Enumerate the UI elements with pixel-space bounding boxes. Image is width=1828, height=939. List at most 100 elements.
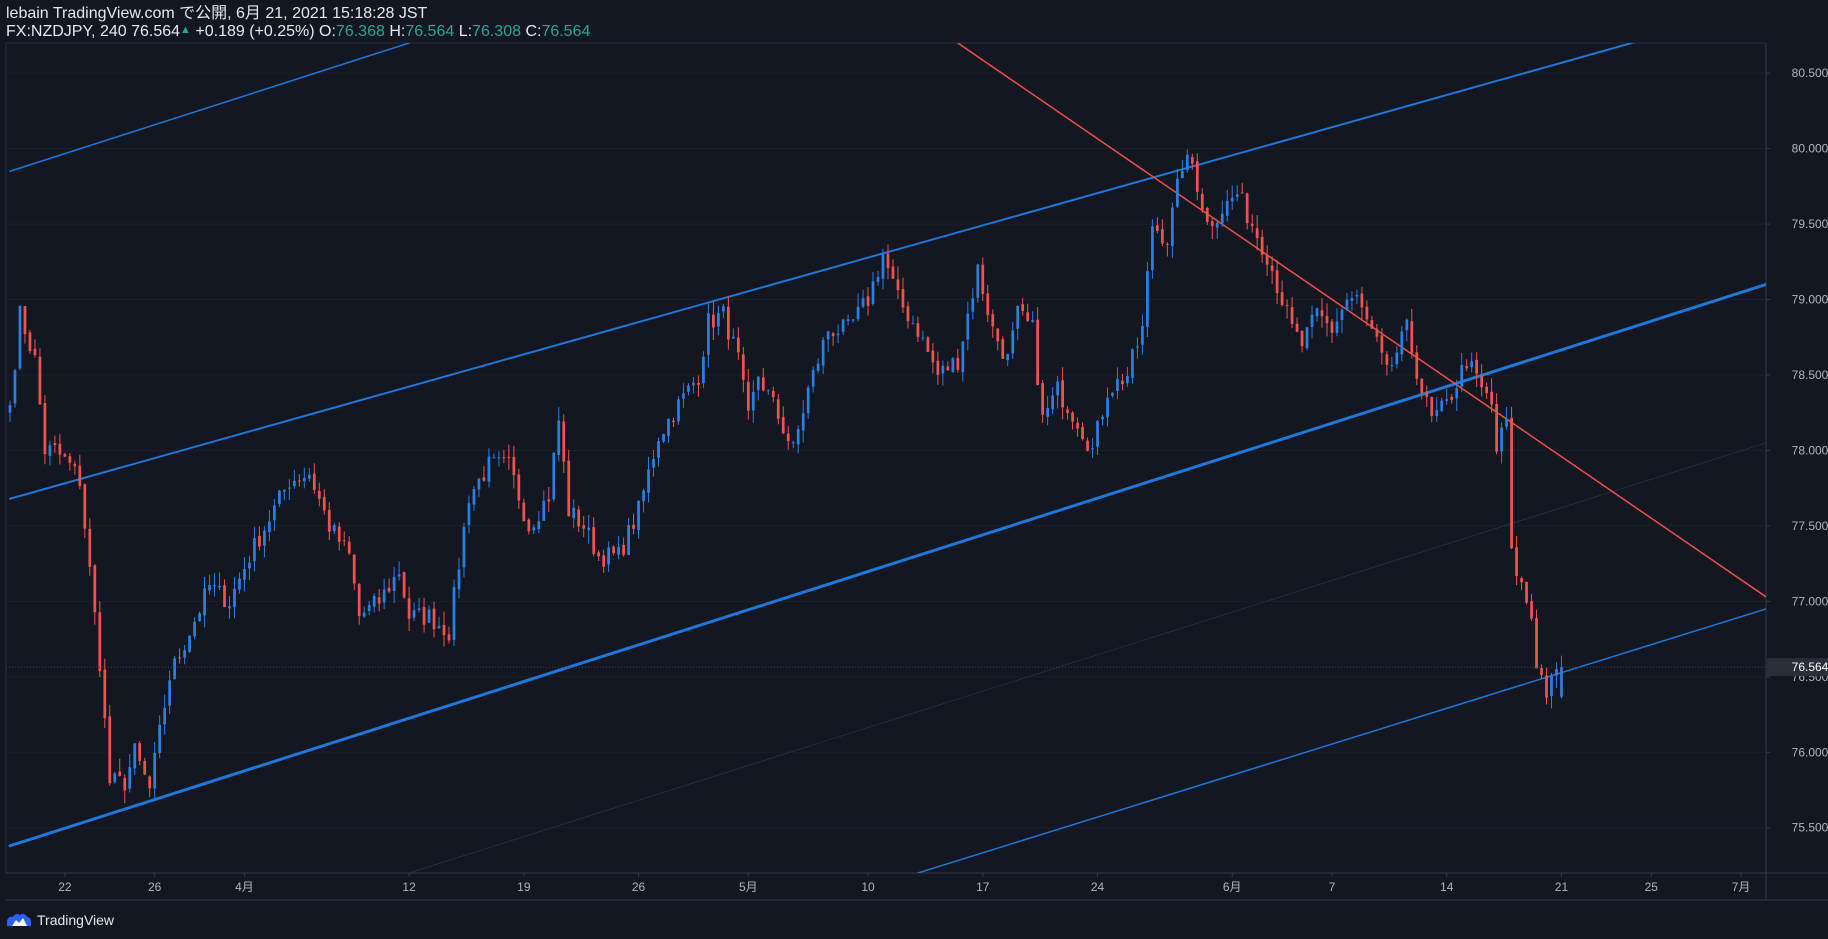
candle[interactable] [307, 474, 311, 479]
candle[interactable] [667, 418, 670, 436]
candle[interactable] [53, 443, 57, 446]
candle[interactable] [462, 526, 466, 568]
candle[interactable] [33, 348, 37, 356]
candle[interactable] [1460, 364, 1464, 387]
candle[interactable] [322, 496, 326, 511]
candle[interactable] [123, 777, 127, 791]
candle[interactable] [976, 264, 980, 298]
candle[interactable] [23, 306, 27, 335]
candle[interactable] [397, 574, 401, 577]
candle[interactable] [692, 382, 695, 386]
candle[interactable] [532, 527, 536, 531]
candle[interactable] [916, 323, 920, 337]
candle[interactable] [682, 393, 685, 399]
candle[interactable] [507, 456, 511, 458]
candle[interactable] [951, 358, 955, 373]
candle[interactable] [1480, 375, 1484, 388]
candle[interactable] [377, 597, 381, 604]
candle[interactable] [886, 253, 890, 269]
candle[interactable] [1285, 304, 1289, 306]
candle[interactable] [198, 613, 201, 622]
candle[interactable] [492, 457, 496, 459]
candle[interactable] [342, 540, 346, 542]
candle[interactable] [1360, 293, 1364, 308]
candle[interactable] [1560, 667, 1563, 697]
candle[interactable] [1520, 578, 1523, 583]
candle[interactable] [931, 350, 935, 363]
candle[interactable] [896, 279, 900, 291]
candle[interactable] [1071, 412, 1074, 422]
candle[interactable] [746, 381, 750, 411]
candle[interactable] [83, 484, 87, 529]
candle[interactable] [1270, 265, 1274, 272]
candle[interactable] [482, 477, 486, 481]
candle[interactable] [961, 341, 965, 373]
candle[interactable] [946, 366, 950, 371]
candle[interactable] [1365, 306, 1369, 320]
candle[interactable] [527, 519, 531, 532]
candle[interactable] [871, 281, 875, 304]
candle[interactable] [367, 604, 371, 612]
candle[interactable] [1190, 156, 1194, 164]
candle[interactable] [1325, 316, 1329, 324]
candle[interactable] [1340, 309, 1344, 321]
candle[interactable] [717, 313, 720, 327]
candle[interactable] [332, 524, 336, 532]
candle[interactable] [1225, 200, 1229, 216]
candle[interactable] [412, 610, 416, 618]
candle[interactable] [183, 650, 186, 658]
candle[interactable] [118, 771, 122, 776]
middle-support-line[interactable] [8, 282, 1766, 848]
candle[interactable] [901, 289, 905, 308]
candle[interactable] [956, 358, 960, 370]
candle[interactable] [1250, 223, 1254, 226]
candle[interactable] [243, 569, 246, 580]
candle[interactable] [1390, 364, 1394, 366]
candle[interactable] [637, 500, 640, 531]
candle[interactable] [1081, 427, 1084, 440]
candle[interactable] [337, 526, 341, 542]
candle[interactable] [1420, 378, 1424, 394]
candle[interactable] [1156, 225, 1159, 231]
candle[interactable] [1265, 254, 1269, 265]
candle[interactable] [672, 420, 675, 423]
candle[interactable] [622, 544, 625, 555]
candle[interactable] [707, 313, 710, 355]
candle[interactable] [1061, 380, 1064, 408]
candle[interactable] [821, 340, 825, 366]
candle[interactable] [472, 489, 476, 505]
candle[interactable] [592, 527, 596, 555]
candle[interactable] [1170, 207, 1174, 247]
candle[interactable] [1116, 378, 1119, 391]
candle[interactable] [856, 306, 860, 320]
candle[interactable] [647, 469, 650, 493]
candle[interactable] [1345, 299, 1349, 311]
candle[interactable] [1016, 305, 1020, 329]
candle[interactable] [836, 333, 840, 336]
tradingview-logo-icon[interactable] [6, 913, 32, 927]
candle[interactable] [816, 363, 820, 371]
candle[interactable] [372, 595, 376, 607]
candle[interactable] [1260, 236, 1264, 255]
candle[interactable] [966, 313, 970, 340]
candle[interactable] [841, 319, 845, 332]
candle[interactable] [1245, 193, 1249, 224]
candle[interactable] [741, 354, 745, 380]
candle[interactable] [1111, 392, 1114, 396]
candle[interactable] [632, 524, 635, 529]
candle[interactable] [866, 296, 870, 306]
candles[interactable] [8, 149, 1563, 804]
brand-name[interactable]: TradingView [37, 912, 115, 928]
candle[interactable] [447, 634, 451, 641]
candle[interactable] [1525, 581, 1528, 603]
candle[interactable] [881, 254, 885, 279]
candle[interactable] [467, 503, 471, 525]
candle[interactable] [178, 657, 181, 659]
candle[interactable] [93, 565, 97, 613]
candle[interactable] [148, 776, 152, 789]
candle[interactable] [1210, 221, 1214, 227]
candle[interactable] [542, 500, 546, 521]
candle[interactable] [502, 457, 506, 459]
candle[interactable] [208, 585, 211, 591]
candle[interactable] [477, 478, 481, 490]
